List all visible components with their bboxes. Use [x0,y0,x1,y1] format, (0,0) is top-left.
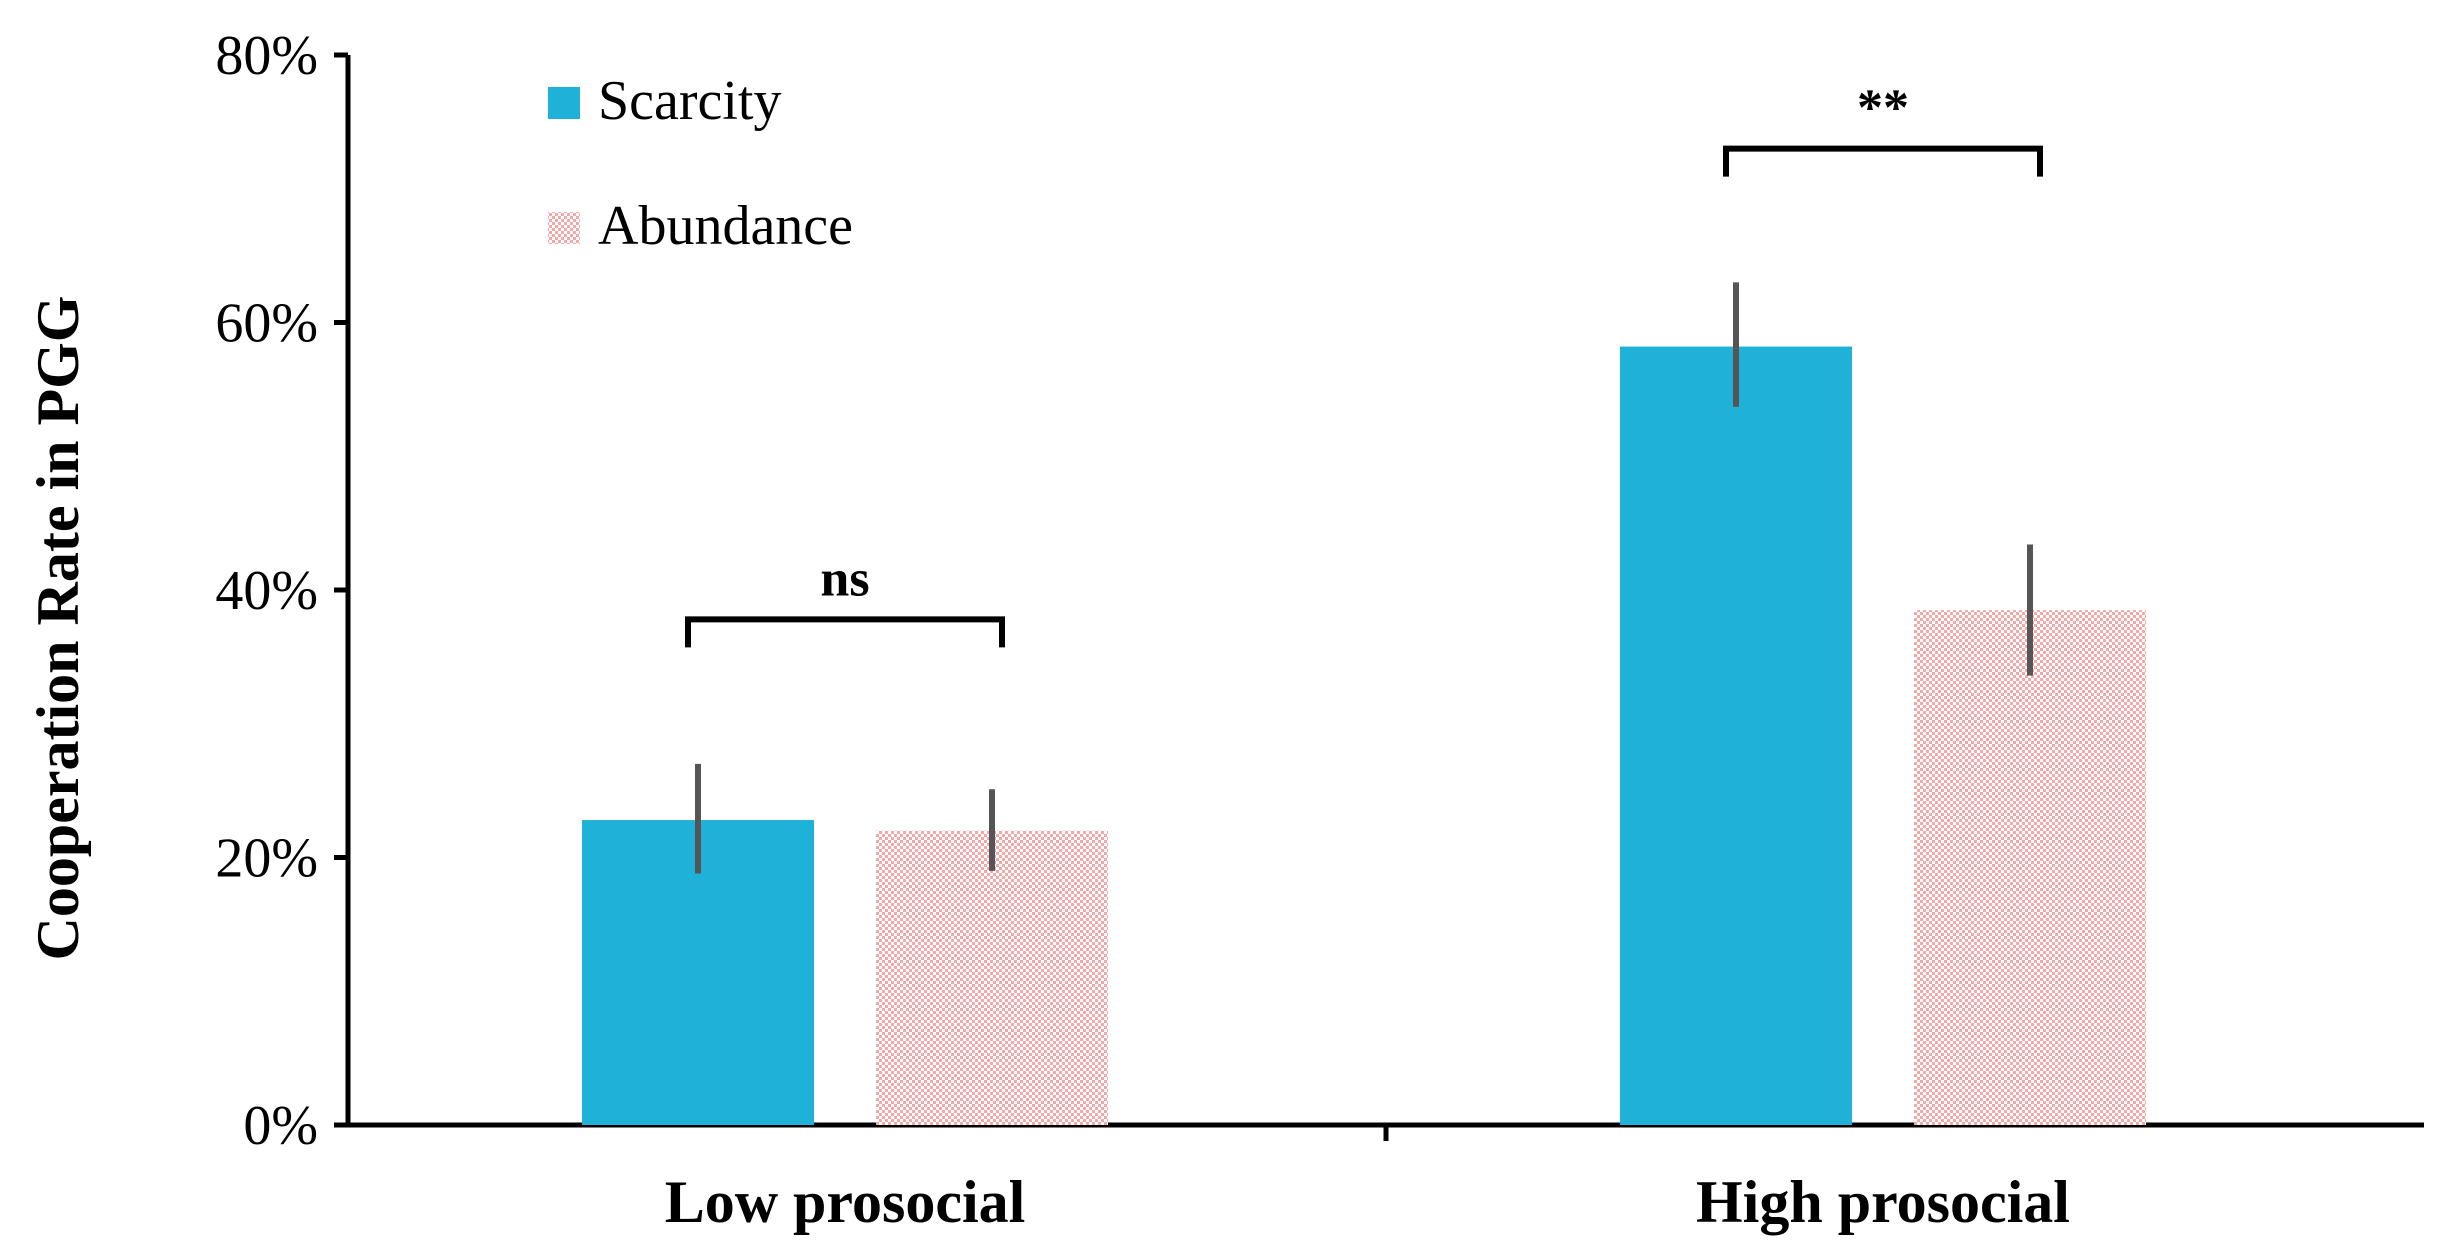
significance-brackets: ns ** [685,80,2043,648]
x-category-labels: Low prosocial High prosocial [665,1169,2070,1235]
legend-swatch-scarcity [548,87,580,119]
x-category-label: Low prosocial [665,1169,1026,1235]
y-axis-label: Cooperation Rate in PGG [25,296,91,961]
significance-label: ns [820,550,869,607]
y-tick-label: 0% [243,1095,318,1157]
bar-scarcity-high [1620,346,1852,1125]
y-axis-label-group: Cooperation Rate in PGG [25,296,91,961]
significance-bracket [1723,145,2043,177]
y-tick-label: 80% [215,25,318,87]
y-tick-label: 20% [215,828,318,890]
significance-label: ** [1857,80,1909,137]
legend-label-scarcity: Scarcity [598,70,781,132]
legend-label-abundance: Abundance [598,195,853,257]
bar-abundance-high [1914,610,2146,1125]
x-category-label: High prosocial [1696,1169,2070,1235]
y-ticks: 0% 20% 40% 60% 80% [215,25,348,1157]
y-tick-label: 60% [215,293,318,355]
bar-abundance-low [876,830,1108,1125]
y-tick-label: 40% [215,560,318,622]
bars [582,346,2146,1125]
legend-swatch-abundance [548,212,580,244]
significance-bracket [685,616,1005,648]
error-bars [695,282,2033,874]
legend: Scarcity Abundance [548,70,853,257]
